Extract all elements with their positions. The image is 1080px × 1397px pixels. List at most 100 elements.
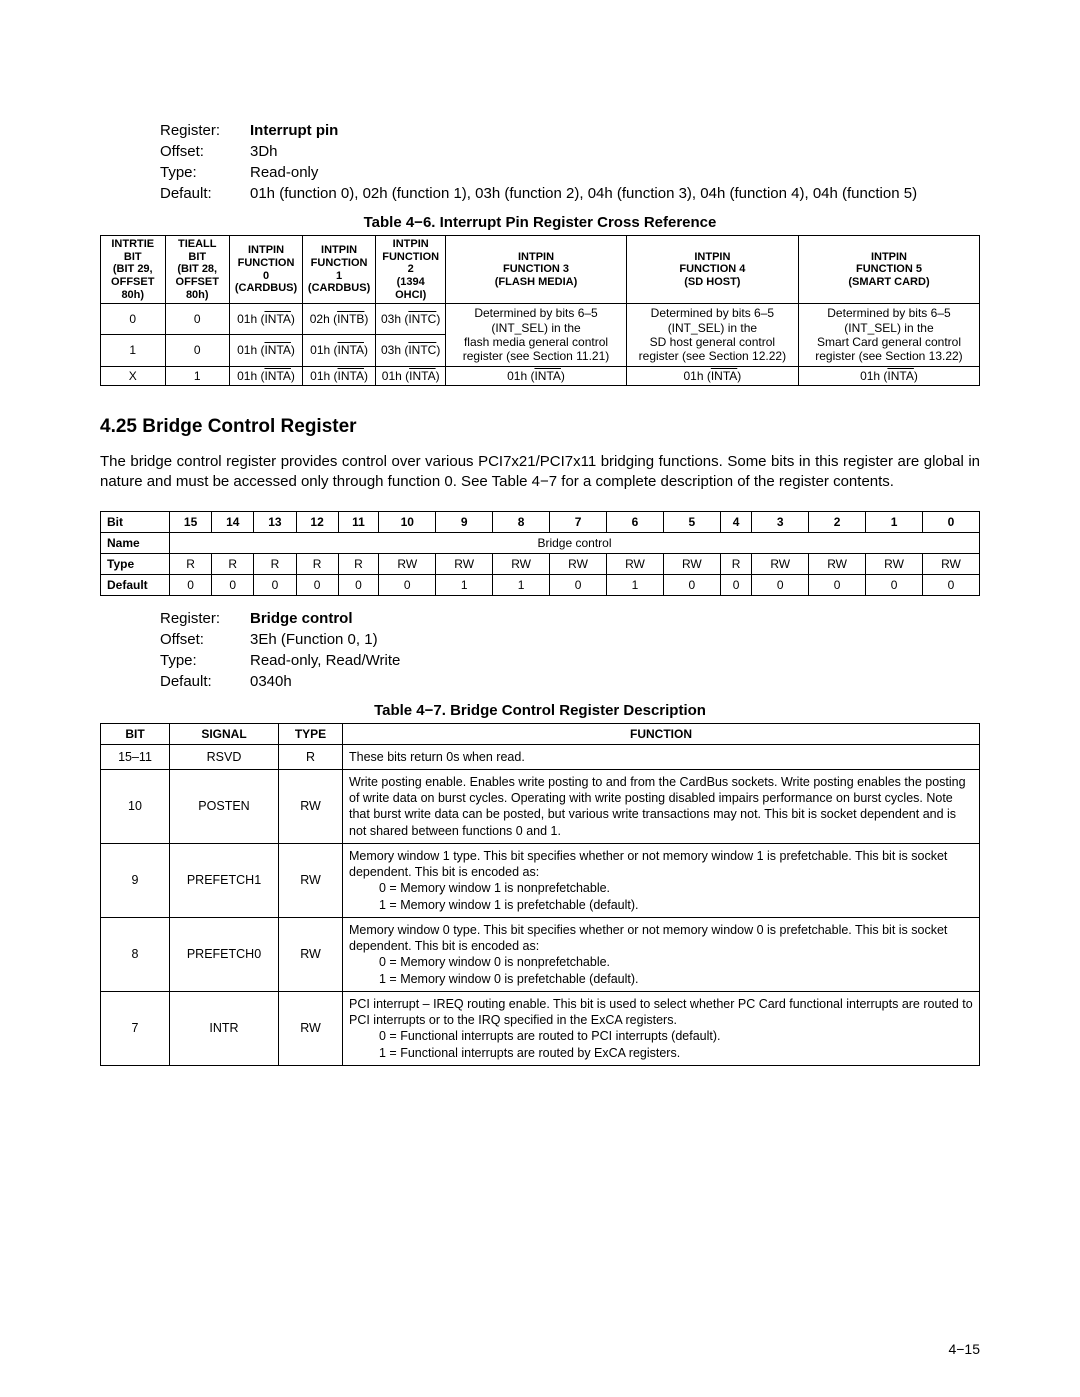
label-default: Default: — [160, 183, 250, 204]
table46-cell: 01h (INTA) — [446, 366, 627, 385]
register1-meta: Register: Interrupt pin Offset: 3Dh Type… — [160, 120, 980, 204]
bit-default: 0 — [550, 574, 607, 595]
table47-cell: 9 — [101, 843, 170, 917]
bit-default: 0 — [212, 574, 254, 595]
table47-function: Write posting enable. Enables write post… — [343, 769, 980, 843]
reg2-type: Read-only, Read/Write — [250, 650, 980, 671]
bit-default: 0 — [254, 574, 296, 595]
bit-default: 0 — [866, 574, 923, 595]
table46-cell: Determined by bits 6–5 (INT_SEL) in theS… — [798, 304, 979, 367]
table46-cell: 01h (INTA) — [376, 366, 446, 385]
bit-header: 15 — [170, 511, 212, 532]
table47-cell: PREFETCH0 — [170, 917, 279, 991]
table46-cell: 01h (INTA) — [230, 335, 303, 366]
table46-caption: Table 4−6. Interrupt Pin Register Cross … — [100, 214, 980, 231]
bit-header: 1 — [866, 511, 923, 532]
table46-cell: 1 — [101, 335, 166, 366]
table47-function: Memory window 1 type. This bit specifies… — [343, 843, 980, 917]
section-body: The bridge control register provides con… — [100, 452, 980, 493]
reg1-type: Read-only — [250, 162, 980, 183]
table47-cell: RW — [279, 991, 343, 1065]
table46-cell: 0 — [165, 304, 230, 335]
bit-default: 0 — [170, 574, 212, 595]
table47-function: PCI interrupt – IREQ routing enable. Thi… — [343, 991, 980, 1065]
bit-header: 0 — [923, 511, 980, 532]
table46-cell: 0 — [101, 304, 166, 335]
table46-header: INTPINFUNCTION 0(CARDBUS) — [230, 236, 303, 304]
table46-header: INTPINFUNCTION 4(SD HOST) — [626, 236, 798, 304]
table46-cell: 03h (INTC) — [376, 304, 446, 335]
table46-header: TIEALL BIT(BIT 28,OFFSET 80h) — [165, 236, 230, 304]
bit-type: RW — [809, 553, 866, 574]
bit-header: 7 — [550, 511, 607, 532]
bit-default: 1 — [607, 574, 664, 595]
page-number: 4−15 — [948, 1341, 980, 1357]
reg2-name: Bridge control — [250, 608, 980, 629]
name-label: Name — [101, 532, 170, 553]
bit-header: 5 — [663, 511, 720, 532]
bit-type: R — [720, 553, 751, 574]
table46-cell: X — [101, 366, 166, 385]
table46-cell: 01h (INTA) — [230, 366, 303, 385]
table47-cell: 7 — [101, 991, 170, 1065]
table47-cell: INTR — [170, 991, 279, 1065]
bit-header: 4 — [720, 511, 751, 532]
reg1-offset: 3Dh — [250, 141, 980, 162]
table46-cell: 1 — [165, 366, 230, 385]
bit-type: RW — [752, 553, 809, 574]
table47-cell: RW — [279, 917, 343, 991]
label-register: Register: — [160, 120, 250, 141]
bit-default: 0 — [720, 574, 751, 595]
table46-header: INTPINFUNCTION 2(1394 OHCI) — [376, 236, 446, 304]
table46-header: INTPINFUNCTION 5(SMART CARD) — [798, 236, 979, 304]
table46-cell: 02h (INTB) — [303, 304, 376, 335]
table47-caption: Table 4−7. Bridge Control Register Descr… — [100, 702, 980, 719]
bit-type: RW — [379, 553, 436, 574]
reg2-default: 0340h — [250, 671, 980, 692]
bit-header: 10 — [379, 511, 436, 532]
table47-function: These bits return 0s when read. — [343, 744, 980, 769]
table46-cell: 01h (INTA) — [798, 366, 979, 385]
bit-name: Bridge control — [170, 532, 980, 553]
bit-header: 12 — [296, 511, 338, 532]
label-register2: Register: — [160, 608, 250, 629]
bit-type: RW — [663, 553, 720, 574]
table46-cell: 03h (INTC) — [376, 335, 446, 366]
label-type2: Type: — [160, 650, 250, 671]
table46-header: INTPINFUNCTION 1(CARDBUS) — [303, 236, 376, 304]
table47-cell: RW — [279, 843, 343, 917]
register2-meta: Register: Bridge control Offset: 3Eh (Fu… — [160, 608, 980, 692]
table47-cell: R — [279, 744, 343, 769]
bit-default: 0 — [663, 574, 720, 595]
table46-cell: Determined by bits 6–5 (INT_SEL) in thef… — [446, 304, 627, 367]
table47-cell: POSTEN — [170, 769, 279, 843]
table46-cell: 0 — [165, 335, 230, 366]
bit-type: R — [170, 553, 212, 574]
bit-type: RW — [923, 553, 980, 574]
bit-type: R — [338, 553, 379, 574]
bit-type: RW — [550, 553, 607, 574]
label-offset: Offset: — [160, 141, 250, 162]
bit-type: R — [212, 553, 254, 574]
table46-cell: 01h (INTA) — [303, 335, 376, 366]
table46-header: INTPINFUNCTION 3(FLASH MEDIA) — [446, 236, 627, 304]
bit-header: 14 — [212, 511, 254, 532]
bit-header: 3 — [752, 511, 809, 532]
bit-type: R — [296, 553, 338, 574]
table46-cell: 01h (INTA) — [626, 366, 798, 385]
bit-type: R — [254, 553, 296, 574]
table46-cell: 01h (INTA) — [303, 366, 376, 385]
reg1-default: 01h (function 0), 02h (function 1), 03h … — [250, 183, 980, 204]
bit-header: 11 — [338, 511, 379, 532]
reg1-name: Interrupt pin — [250, 120, 980, 141]
table47-cell: RSVD — [170, 744, 279, 769]
bit-default: 0 — [752, 574, 809, 595]
table47-cell: 8 — [101, 917, 170, 991]
table46-cell: 01h (INTA) — [230, 304, 303, 335]
bit-header: 2 — [809, 511, 866, 532]
bit-type: RW — [607, 553, 664, 574]
bit-header: 8 — [493, 511, 550, 532]
table47-header: SIGNAL — [170, 723, 279, 744]
bit-label: Bit — [101, 511, 170, 532]
bit-default: 1 — [493, 574, 550, 595]
